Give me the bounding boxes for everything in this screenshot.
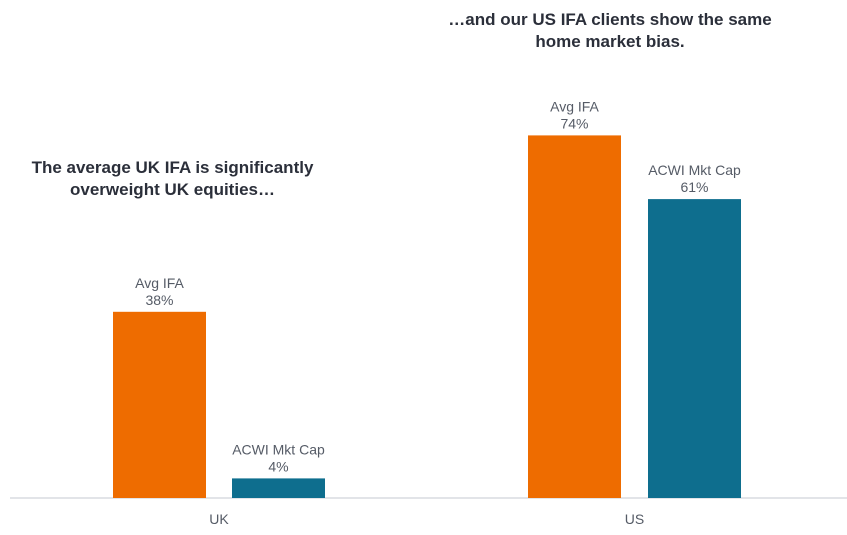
data-label-value: 4% xyxy=(268,458,288,474)
data-label-series: ACWI Mkt Cap xyxy=(232,441,325,457)
annotation-uk: The average UK IFA is significantly over… xyxy=(31,158,314,199)
data-label-series: Avg IFA xyxy=(550,98,599,114)
bar-uk-avg-ifa xyxy=(113,311,206,498)
data-label-value: 61% xyxy=(680,179,708,195)
x-tick-label: UK xyxy=(209,511,229,527)
annotation-us: …and our US IFA clients show the same ho… xyxy=(448,10,772,51)
bar-us-avg-ifa xyxy=(528,135,621,498)
bar-uk-acwi xyxy=(232,478,325,498)
data-label-value: 38% xyxy=(145,292,173,308)
bar-us-acwi xyxy=(648,199,741,498)
data-label-value: 74% xyxy=(560,115,588,131)
data-label-series: Avg IFA xyxy=(135,275,184,291)
data-label-series: ACWI Mkt Cap xyxy=(648,162,741,178)
x-tick-label: US xyxy=(625,511,644,527)
